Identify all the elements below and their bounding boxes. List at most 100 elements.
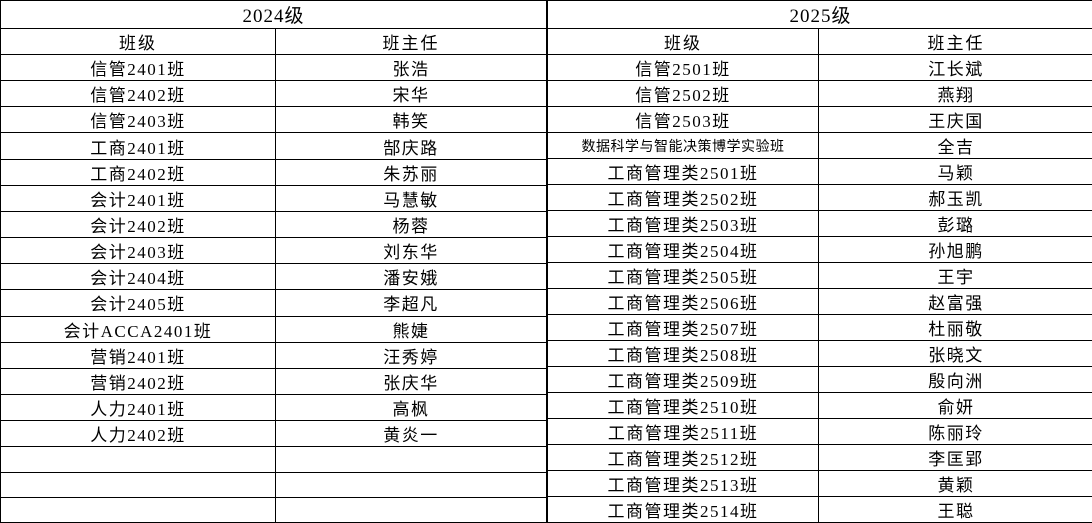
table-body-2024: 信管2401班 张浩 信管2402班 宋华 信管2403班 韩笑 工商2401班 郜庆路 工商2… — [0, 53, 548, 523]
table-row: 工商管理类2514班 王聪 — [547, 496, 1092, 523]
teacher-cell: 俞妍 — [818, 392, 1092, 419]
table-row: 工商管理类2505班 王宇 — [547, 262, 1092, 289]
teacher-cell: 杜丽敬 — [818, 314, 1092, 341]
class-cell: 工商管理类2505班 — [547, 262, 820, 289]
table-row: 会计2405班 李超凡 — [0, 289, 548, 317]
class-cell: 信管2502班 — [547, 80, 820, 107]
class-cell: 信管2402班 — [0, 80, 276, 108]
table-row: 工商管理类2501班 马颖 — [547, 158, 1092, 185]
teacher-column-header: 班主任 — [818, 28, 1092, 55]
class-cell: 工商管理类2514班 — [547, 496, 820, 523]
class-cell: 工商2402班 — [0, 158, 276, 186]
teacher-cell: 孙旭鹏 — [818, 236, 1092, 263]
class-column-header: 班级 — [547, 28, 820, 55]
table-row: 工商2402班 朱苏丽 — [0, 158, 548, 186]
teacher-cell: 马颖 — [818, 158, 1092, 185]
teacher-cell: 张庆华 — [274, 367, 548, 396]
class-cell: 会计2403班 — [0, 237, 276, 265]
teacher-cell: 张晓文 — [818, 340, 1092, 367]
class-cell: 营销2402班 — [0, 367, 276, 396]
teacher-cell: 黄颖 — [818, 470, 1092, 497]
cohort-title-2024: 2024级 — [0, 0, 548, 29]
class-cell: 会计2402班 — [0, 210, 276, 239]
teacher-cell: 黄炎一 — [274, 420, 548, 448]
class-cell: 工商管理类2512班 — [547, 444, 820, 471]
cohort-title-2025: 2025级 — [547, 0, 1092, 29]
table-row: 数据科学与智能决策博学实验班 全吉 — [547, 132, 1092, 159]
teacher-cell — [274, 446, 548, 473]
teacher-cell: 张浩 — [274, 53, 548, 82]
teacher-cell: 李超凡 — [274, 289, 548, 317]
teacher-cell: 全吉 — [818, 132, 1092, 159]
teacher-cell: 郜庆路 — [274, 132, 548, 160]
teacher-cell: 王庆国 — [818, 106, 1092, 133]
table-row: 工商管理类2511班 陈丽玲 — [547, 418, 1092, 445]
class-column-header: 班级 — [0, 28, 276, 55]
teacher-cell: 朱苏丽 — [274, 158, 548, 186]
table-row: 工商管理类2506班 赵富强 — [547, 288, 1092, 315]
class-cell: 工商管理类2501班 — [547, 158, 820, 185]
table-row: 工商管理类2508班 张晓文 — [547, 340, 1092, 367]
table-row: 信管2401班 张浩 — [0, 53, 548, 82]
teacher-cell: 杨蓉 — [274, 210, 548, 239]
table-row: 会计2404班 潘安娥 — [0, 263, 548, 291]
class-cell — [0, 446, 276, 473]
teacher-cell: 李匡郢 — [818, 444, 1092, 471]
table-row: 工商管理类2513班 黄颖 — [547, 470, 1092, 497]
teacher-cell: 陈丽玲 — [818, 418, 1092, 445]
class-cell: 信管2403班 — [0, 106, 276, 134]
table-row: 信管2502班 燕翔 — [547, 80, 1092, 107]
table-row: 人力2401班 高枫 — [0, 394, 548, 422]
class-cell — [0, 471, 276, 498]
teacher-column-header: 班主任 — [274, 28, 548, 55]
table-row: 会计2402班 杨蓉 — [0, 210, 548, 239]
table-row: 工商管理类2504班 孙旭鹏 — [547, 236, 1092, 263]
class-cell: 工商2401班 — [0, 132, 276, 160]
cohort-header-row: 2025级 — [547, 0, 1092, 29]
class-cell: 工商管理类2513班 — [547, 470, 820, 497]
table-row: 工商管理类2507班 杜丽敬 — [547, 314, 1092, 341]
teacher-cell: 宋华 — [274, 80, 548, 108]
class-cell: 人力2402班 — [0, 420, 276, 448]
class-cell: 工商管理类2508班 — [547, 340, 820, 367]
table-row — [0, 496, 548, 523]
class-cell: 会计2405班 — [0, 289, 276, 317]
teacher-cell: 王宇 — [818, 262, 1092, 289]
cohort-table-2024: 2024级 班级 班主任 信管2401班 张浩 信管2402班 宋华 信管2403班 韩笑… — [0, 0, 548, 523]
teacher-cell: 潘安娥 — [274, 263, 548, 291]
teacher-cell — [274, 496, 548, 523]
teacher-cell: 江长斌 — [818, 54, 1092, 81]
class-cell: 工商管理类2503班 — [547, 210, 820, 237]
class-cell: 工商管理类2507班 — [547, 314, 820, 341]
table-row — [0, 446, 548, 473]
teacher-cell: 韩笑 — [274, 106, 548, 134]
table-row: 信管2501班 江长斌 — [547, 54, 1092, 81]
class-cell: 人力2401班 — [0, 394, 276, 422]
table-row: 工商2401班 郜庆路 — [0, 132, 548, 160]
teacher-cell: 赵富强 — [818, 288, 1092, 315]
class-cell: 数据科学与智能决策博学实验班 — [547, 132, 820, 159]
class-cell: 工商管理类2506班 — [547, 288, 820, 315]
table-row: 工商管理类2503班 彭璐 — [547, 210, 1092, 237]
column-header-row: 班级 班主任 — [0, 28, 548, 55]
cohort-header-row: 2024级 — [0, 0, 548, 29]
table-row — [0, 471, 548, 498]
class-cell: 会计2404班 — [0, 263, 276, 291]
table-row: 人力2402班 黄炎一 — [0, 420, 548, 448]
class-cell: 信管2401班 — [0, 53, 276, 82]
table-row: 会计2403班 刘东华 — [0, 237, 548, 265]
class-cell: 工商管理类2502班 — [547, 184, 820, 211]
teacher-cell — [274, 471, 548, 498]
class-cell: 会计2401班 — [0, 184, 276, 212]
teacher-cell: 熊婕 — [274, 315, 548, 343]
table-row: 会计2401班 马慧敏 — [0, 184, 548, 212]
class-cell: 营销2401班 — [0, 341, 276, 369]
class-cell: 工商管理类2511班 — [547, 418, 820, 445]
teacher-cell: 高枫 — [274, 394, 548, 422]
table-row: 营销2402班 张庆华 — [0, 367, 548, 396]
table-row: 工商管理类2509班 殷向洲 — [547, 366, 1092, 393]
table-row: 工商管理类2510班 俞妍 — [547, 392, 1092, 419]
teacher-cell: 彭璐 — [818, 210, 1092, 237]
class-cell — [0, 496, 276, 523]
